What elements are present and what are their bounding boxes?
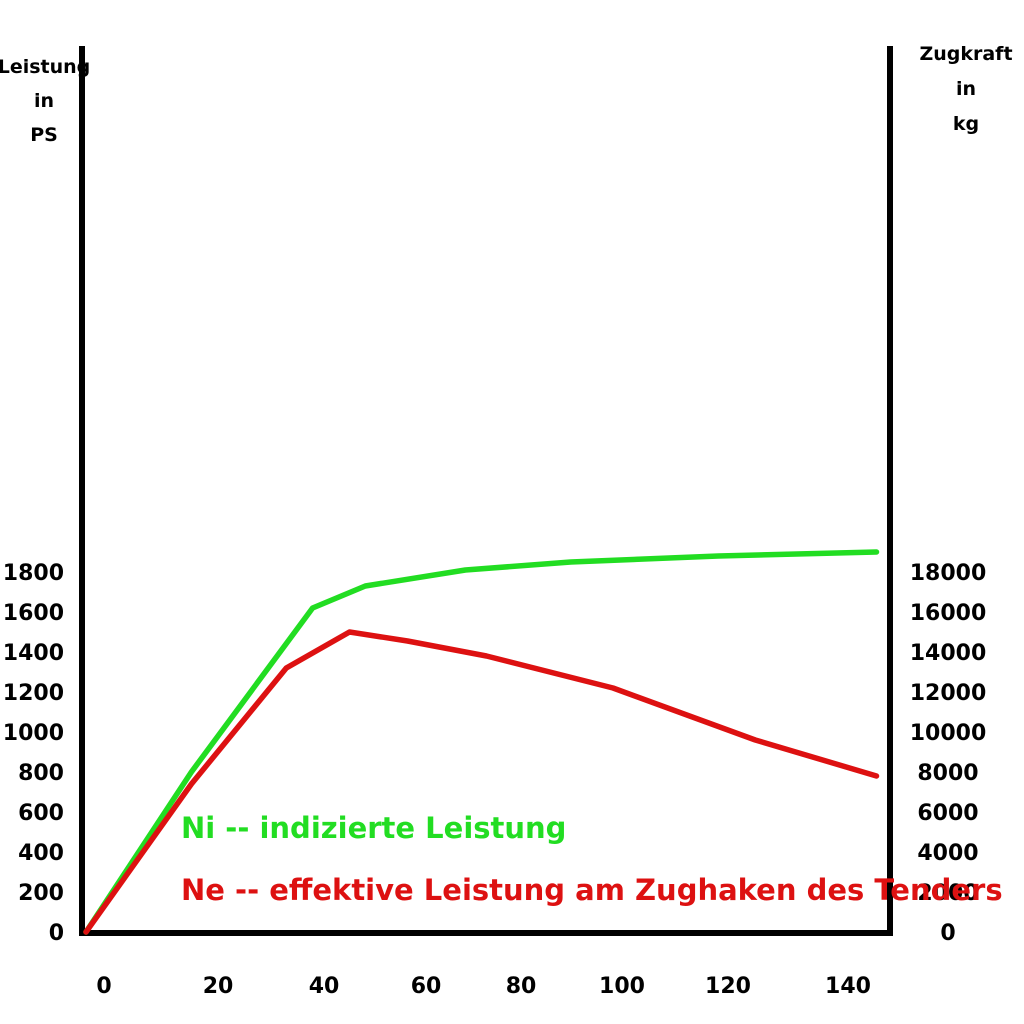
left-tick-label: 400 [18, 841, 64, 866]
legend-ne: Ne -- effektive Leistung am Zughaken des… [181, 873, 1003, 907]
left-tick-label: 600 [18, 801, 64, 826]
left-axis-title-line: Leistung [0, 56, 90, 78]
ne-series-line [83, 629, 880, 935]
right-tick-label: 10000 [910, 721, 987, 746]
right-axis-title-line: kg [953, 113, 979, 135]
x-tick-label: 40 [309, 974, 340, 999]
x-tick-label: 60 [411, 974, 442, 999]
left-tick-label: 200 [18, 881, 64, 906]
right-tick-label: 16000 [910, 601, 987, 626]
left-tick-label: 1200 [3, 681, 64, 706]
left-tick-label: 0 [49, 921, 64, 946]
x-tick-label: 0 [96, 974, 111, 999]
left-tick-label: 1800 [3, 561, 64, 586]
right-tick-label: 4000 [917, 841, 978, 866]
left-tick-label: 1000 [3, 721, 64, 746]
left-tick-label: 800 [18, 761, 64, 786]
left-axis-title-line: PS [30, 124, 58, 146]
ni-series-line [83, 549, 880, 935]
x-tick-label: 80 [506, 974, 537, 999]
right-axis-title-line: in [956, 78, 976, 100]
x-tick-label: 20 [203, 974, 234, 999]
legend-ni: Ni -- indizierte Leistung [181, 811, 566, 845]
x-tick-label: 100 [599, 974, 645, 999]
right-tick-label: 18000 [910, 561, 987, 586]
left-tick-label: 1400 [3, 641, 64, 666]
right-axis-title-line: Zugkraft [919, 43, 1012, 65]
right-tick-label: 0 [940, 921, 955, 946]
left-axis-title-line: in [34, 90, 54, 112]
right-tick-label: 14000 [910, 641, 987, 666]
right-tick-label: 6000 [917, 801, 978, 826]
x-tick-label: 120 [705, 974, 751, 999]
right-tick-label: 2000 [917, 881, 978, 906]
x-tick-label: 140 [825, 974, 871, 999]
right-tick-label: 12000 [910, 681, 987, 706]
left-tick-label: 1600 [3, 601, 64, 626]
right-tick-label: 8000 [917, 761, 978, 786]
